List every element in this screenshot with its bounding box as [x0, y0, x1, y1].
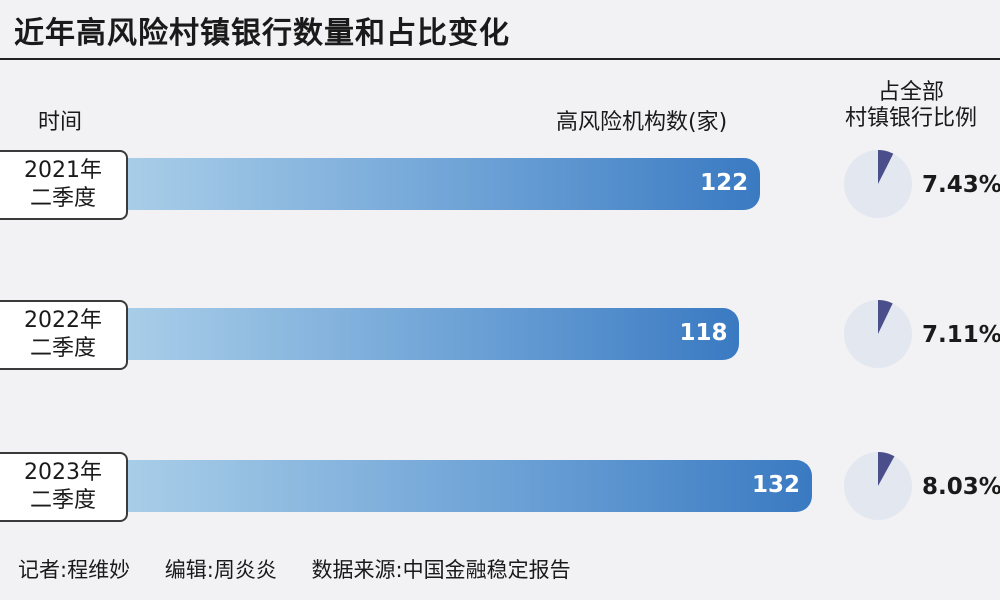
pie-slice — [878, 150, 894, 184]
period-quarter: 二季度 — [29, 186, 96, 211]
share-value-label: 7.43% — [922, 172, 1000, 198]
footer-credits: 记者:程维妙 编辑:周炎炎 数据来源:中国金融稳定报告 — [18, 554, 599, 584]
period-label: 2021年二季度 — [0, 150, 128, 220]
chart-title: 近年高风险村镇银行数量和占比变化 — [14, 16, 510, 51]
period-quarter: 二季度 — [29, 488, 96, 513]
share-column-header-line2: 村镇银行比例 — [845, 106, 978, 131]
period-label: 2023年二季度 — [0, 452, 128, 522]
title-divider — [0, 58, 1000, 60]
count-value-label: 118 — [679, 320, 728, 346]
share-value-label: 7.11% — [922, 322, 1000, 348]
share-column-header-line1: 占全部 — [878, 80, 945, 105]
data-source: 数据来源:中国金融稳定报告 — [311, 558, 571, 582]
count-bar — [128, 308, 740, 360]
share-value-label: 8.03% — [922, 474, 1000, 500]
period-year: 2022年 — [24, 308, 102, 333]
period-year: 2021年 — [24, 158, 102, 183]
count-value-label: 122 — [700, 170, 749, 196]
count-bar — [128, 158, 761, 210]
share-pie — [842, 148, 914, 220]
count-value-label: 132 — [751, 472, 800, 498]
reporter-credit: 记者:程维妙 — [18, 558, 131, 582]
period-label: 2022年二季度 — [0, 300, 128, 370]
share-pie — [842, 450, 914, 522]
period-column-header: 时间 — [38, 110, 83, 135]
editor-credit: 编辑:周炎炎 — [164, 558, 277, 582]
share-pie — [842, 298, 914, 370]
pie-slice — [878, 300, 893, 334]
period-quarter: 二季度 — [29, 336, 96, 361]
count-bar — [128, 460, 812, 512]
period-year: 2023年 — [24, 460, 102, 485]
count-column-header: 高风险机构数(家) — [556, 110, 728, 135]
pie-slice — [878, 452, 895, 486]
